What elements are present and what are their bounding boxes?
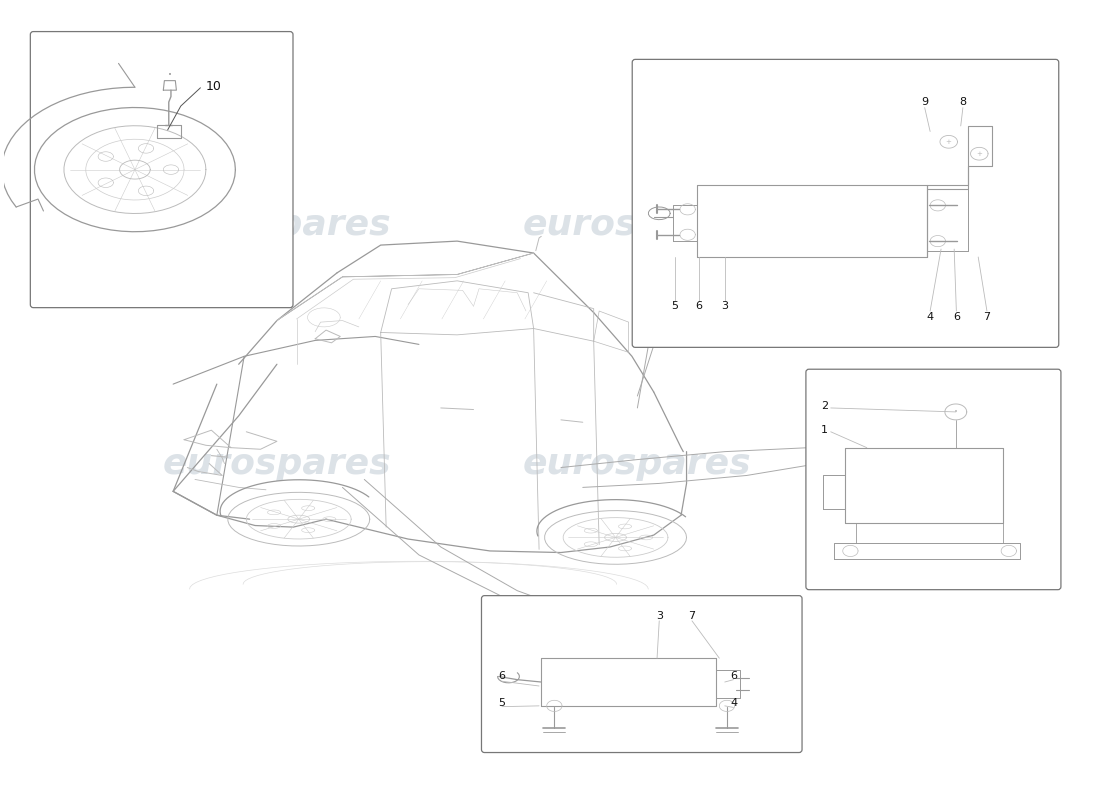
Text: 9: 9 — [921, 97, 928, 107]
Text: 5: 5 — [498, 698, 505, 709]
Text: +: + — [946, 139, 952, 145]
Text: 8: 8 — [959, 97, 967, 107]
Text: 6: 6 — [498, 671, 505, 682]
Text: 3: 3 — [722, 302, 728, 311]
Text: eurospares: eurospares — [163, 208, 392, 242]
Text: +: + — [977, 150, 982, 157]
FancyBboxPatch shape — [31, 31, 293, 308]
Text: 7: 7 — [689, 611, 695, 621]
Text: eurospares: eurospares — [524, 446, 751, 481]
Text: 2: 2 — [821, 402, 828, 411]
Text: •: • — [954, 409, 958, 415]
Text: 6: 6 — [953, 311, 960, 322]
FancyBboxPatch shape — [806, 370, 1060, 590]
Text: 4: 4 — [730, 698, 737, 709]
Text: •: • — [168, 72, 172, 78]
Text: 1: 1 — [821, 425, 828, 435]
Text: 7: 7 — [983, 311, 990, 322]
Text: 3: 3 — [656, 611, 662, 621]
Text: eurospares: eurospares — [163, 446, 392, 481]
FancyBboxPatch shape — [482, 596, 802, 753]
FancyBboxPatch shape — [632, 59, 1058, 347]
Text: eurospares: eurospares — [524, 208, 751, 242]
Text: 6: 6 — [730, 671, 737, 682]
Text: 4: 4 — [926, 311, 934, 322]
Text: 10: 10 — [206, 80, 222, 93]
Text: 5: 5 — [671, 302, 678, 311]
Text: 6: 6 — [695, 302, 702, 311]
